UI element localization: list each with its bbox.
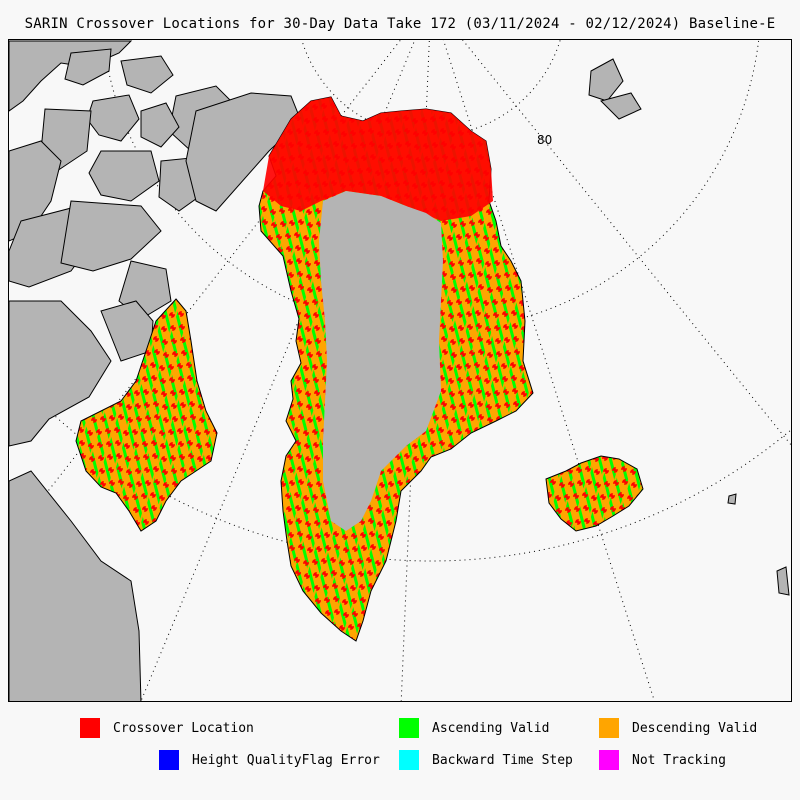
ice-sheet-interior bbox=[319, 191, 443, 531]
land-polygon bbox=[9, 300, 112, 447]
polar-map: 80 bbox=[9, 40, 791, 701]
red-square-icon bbox=[80, 718, 100, 738]
land-polygon bbox=[9, 470, 142, 701]
latitude-label-80: 80 bbox=[537, 133, 552, 147]
legend-label: Backward Time Step bbox=[432, 752, 573, 768]
baffin-coverage-coastline bbox=[75, 298, 218, 532]
land-polygon bbox=[86, 94, 140, 142]
legend: Crossover Location Ascending Valid Desce… bbox=[0, 718, 800, 798]
land-masses bbox=[9, 40, 790, 701]
land-polygon bbox=[600, 92, 642, 120]
land-polygon bbox=[776, 566, 790, 596]
land-polygon bbox=[9, 140, 62, 242]
land-polygon bbox=[140, 102, 180, 148]
blue-square-icon bbox=[159, 750, 179, 770]
iceland-coverage bbox=[545, 455, 644, 532]
map-panel: 80 bbox=[8, 39, 792, 702]
cyan-square-icon bbox=[399, 750, 419, 770]
orange-square-icon bbox=[599, 718, 619, 738]
legend-item-height-qualityflag-error: Height QualityFlag Error bbox=[159, 750, 380, 770]
land-polygon bbox=[60, 200, 162, 272]
legend-label: Crossover Location bbox=[113, 720, 254, 736]
green-square-icon bbox=[399, 718, 419, 738]
legend-label: Height QualityFlag Error bbox=[192, 752, 380, 768]
legend-item-ascending-valid: Ascending Valid bbox=[399, 718, 549, 738]
legend-item-not-tracking: Not Tracking bbox=[599, 750, 726, 770]
legend-item-crossover-location: Crossover Location bbox=[80, 718, 254, 738]
legend-label: Descending Valid bbox=[632, 720, 758, 736]
legend-label: Ascending Valid bbox=[432, 720, 550, 736]
greenland-coverage bbox=[258, 96, 534, 642]
land-polygon bbox=[88, 150, 160, 202]
legend-item-descending-valid: Descending Valid bbox=[599, 718, 757, 738]
legend-item-backward-time-step: Backward Time Step bbox=[399, 750, 573, 770]
land-polygon bbox=[727, 493, 737, 505]
legend-label: Not Tracking bbox=[632, 752, 726, 768]
land-polygon bbox=[185, 92, 302, 212]
northern-crossover-cluster bbox=[263, 97, 493, 221]
land-polygon bbox=[120, 55, 174, 94]
meridian-line bbox=[442, 40, 655, 701]
land-polygon bbox=[64, 48, 112, 86]
graticule-lines bbox=[9, 40, 791, 701]
iceland-coverage-coastline bbox=[545, 455, 644, 532]
magenta-square-icon bbox=[599, 750, 619, 770]
chart-title: SARIN Crossover Locations for 30-Day Dat… bbox=[24, 16, 776, 32]
land-polygon bbox=[588, 58, 624, 102]
